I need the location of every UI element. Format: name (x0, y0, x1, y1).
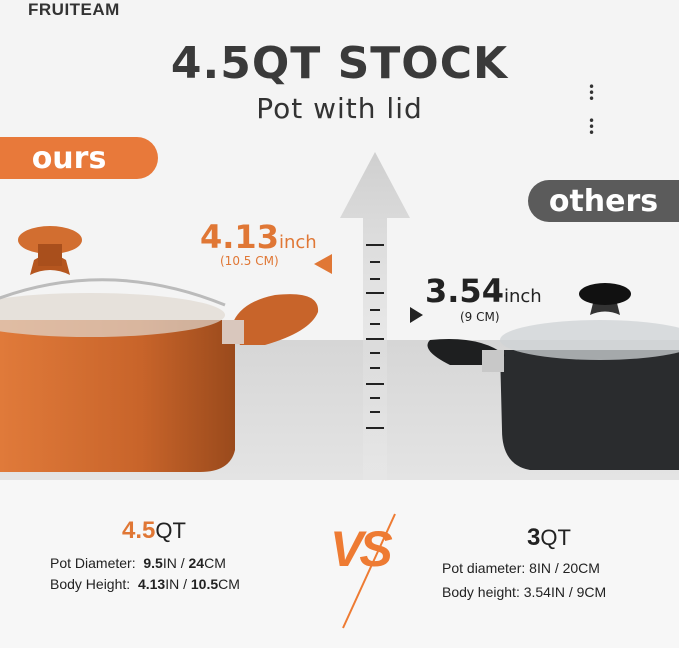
others-diameter: Pot diameter: 8IN / 20CM (442, 560, 600, 576)
spec-area (0, 480, 679, 648)
ours-label: ours (0, 137, 158, 179)
others-label: others (528, 180, 679, 222)
others-body-height: Body height: 3.54IN / 9CM (442, 584, 607, 600)
ours-body-height: Body Height: 4.13IN / 10.5CM (50, 576, 240, 592)
black-pot-image (427, 283, 679, 470)
vs-mark: VS (330, 521, 393, 577)
others-height-cm: (9 CM) (460, 310, 500, 324)
ours-height-cm: (10.5 CM) (220, 254, 279, 268)
others-capacity: 3QT (527, 524, 571, 551)
brand-logo: FRUITEAM (28, 0, 120, 19)
height-arrow-icon (340, 152, 410, 480)
right-pointer-icon (410, 307, 423, 323)
page-title: 4.5QT STOCK (170, 38, 509, 89)
copper-pot-image (0, 226, 319, 472)
ours-capacity: 4.5QT (122, 517, 186, 544)
page-subtitle: Pot with lid (256, 92, 423, 125)
lightning-slash-icon (342, 513, 396, 629)
dots-icon: • • • (588, 80, 596, 106)
dots-icon: • • • (588, 114, 596, 140)
ours-height: 4.13inch (200, 218, 317, 256)
ours-diameter: Pot Diameter: 9.5IN / 24CM (50, 555, 226, 571)
left-pointer-icon (314, 254, 332, 274)
others-height: 3.54inch (425, 272, 542, 310)
